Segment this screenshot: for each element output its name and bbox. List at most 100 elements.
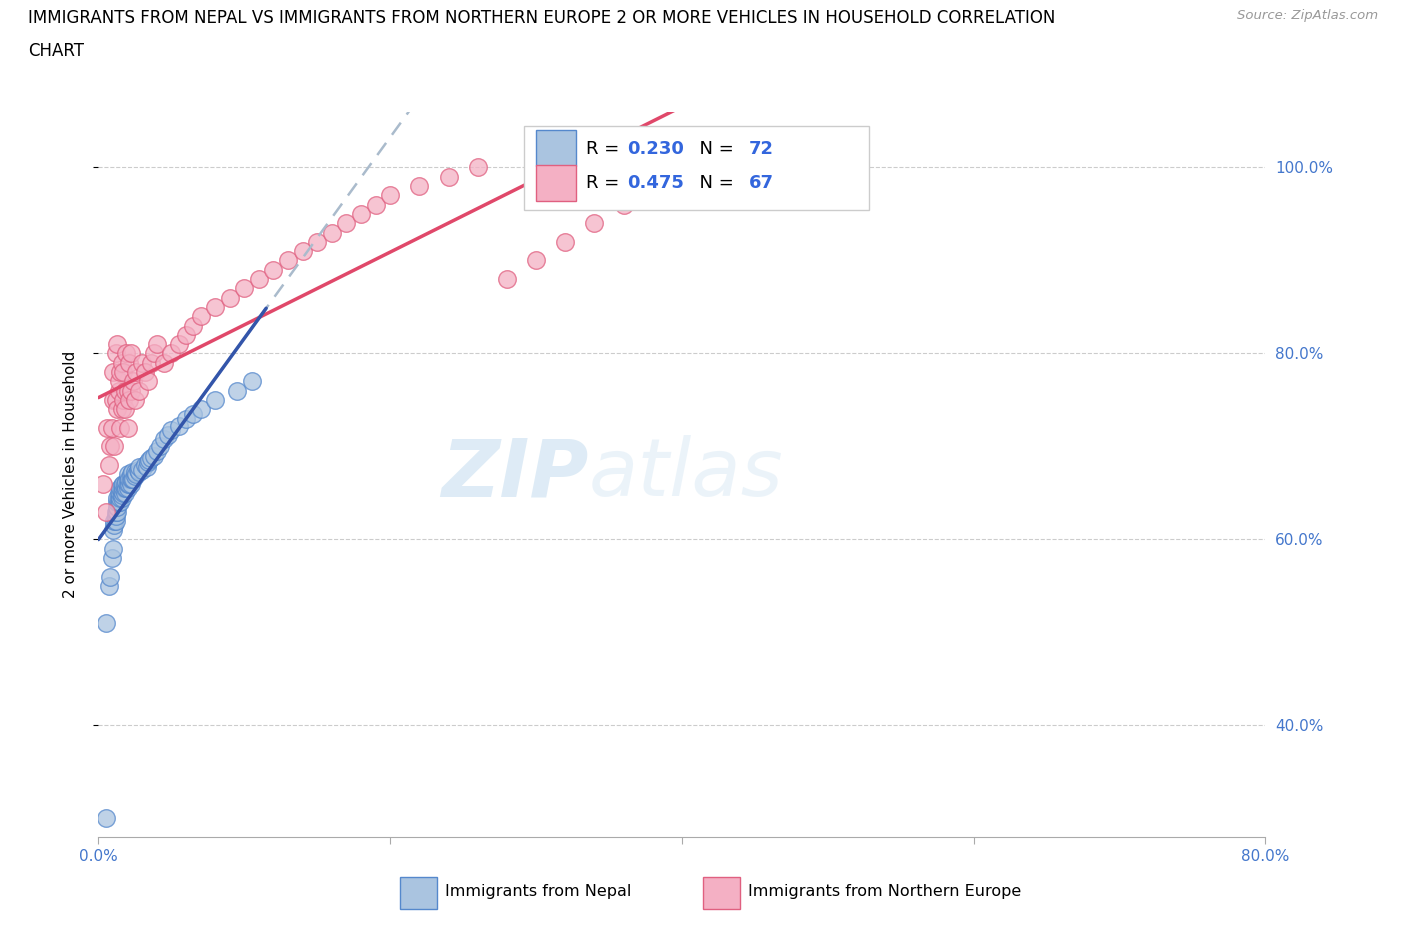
Text: Source: ZipAtlas.com: Source: ZipAtlas.com — [1237, 9, 1378, 22]
Point — [120, 472, 142, 486]
Point — [115, 346, 138, 361]
Point — [146, 444, 169, 458]
Point — [136, 455, 159, 470]
Point — [112, 365, 135, 379]
Point — [335, 216, 357, 231]
Point — [112, 392, 135, 407]
Point — [124, 392, 146, 407]
Point — [114, 402, 136, 417]
Point — [153, 432, 176, 446]
Point — [122, 374, 145, 389]
Point — [378, 188, 402, 203]
Point — [103, 439, 125, 454]
Point — [135, 459, 157, 474]
Point — [128, 383, 150, 398]
Point — [124, 469, 146, 484]
Point — [138, 453, 160, 468]
Point — [125, 365, 148, 379]
Point — [226, 383, 249, 398]
Point — [114, 383, 136, 398]
Text: R =: R = — [586, 175, 626, 193]
Point — [204, 299, 226, 314]
Point — [101, 541, 124, 556]
Point — [94, 811, 117, 826]
Point — [100, 551, 122, 565]
Point — [111, 355, 134, 370]
Point — [100, 420, 122, 435]
Point — [103, 513, 125, 528]
Point — [149, 439, 172, 454]
Point — [117, 467, 139, 482]
Point — [108, 383, 131, 398]
Point — [112, 481, 135, 496]
Point — [554, 234, 576, 249]
Point — [115, 481, 138, 496]
Point — [111, 484, 134, 498]
Point — [118, 392, 141, 407]
Point — [117, 383, 139, 398]
FancyBboxPatch shape — [703, 877, 741, 909]
Text: 67: 67 — [748, 175, 773, 193]
Point — [111, 402, 134, 417]
Point — [104, 392, 127, 407]
Point — [307, 234, 329, 249]
Point — [118, 355, 141, 370]
Point — [174, 327, 197, 342]
Point — [112, 476, 135, 491]
Point — [120, 476, 142, 491]
Point — [94, 616, 117, 631]
Point — [128, 465, 150, 480]
Text: Immigrants from Northern Europe: Immigrants from Northern Europe — [748, 884, 1022, 899]
Text: R =: R = — [586, 140, 626, 157]
Point — [160, 346, 183, 361]
Point — [105, 402, 128, 417]
Point — [121, 465, 143, 480]
Point — [233, 281, 256, 296]
FancyBboxPatch shape — [536, 166, 575, 201]
Point — [120, 383, 142, 398]
Point — [117, 481, 139, 496]
Point — [240, 374, 263, 389]
Point — [291, 244, 314, 259]
Text: N =: N = — [688, 175, 740, 193]
Point — [97, 458, 120, 472]
Point — [98, 439, 121, 454]
Point — [321, 225, 343, 240]
Point — [134, 458, 156, 472]
Point — [104, 504, 127, 519]
Point — [350, 206, 373, 221]
Point — [437, 169, 460, 184]
Point — [139, 355, 162, 370]
Point — [125, 467, 148, 482]
Point — [110, 485, 132, 500]
Point — [181, 406, 204, 421]
Point — [181, 318, 204, 333]
Point — [114, 485, 136, 500]
Text: ZIP: ZIP — [441, 435, 589, 513]
Text: IMMIGRANTS FROM NEPAL VS IMMIGRANTS FROM NORTHERN EUROPE 2 OR MORE VEHICLES IN H: IMMIGRANTS FROM NEPAL VS IMMIGRANTS FROM… — [28, 9, 1056, 27]
Point — [190, 309, 212, 324]
Point — [120, 467, 142, 482]
Point — [157, 428, 180, 443]
Point — [110, 490, 132, 505]
Point — [114, 481, 136, 496]
Point — [108, 374, 131, 389]
Point — [262, 262, 284, 277]
Point — [124, 465, 146, 480]
Text: atlas: atlas — [589, 435, 783, 513]
Point — [118, 476, 141, 491]
Point — [111, 490, 134, 505]
Text: N =: N = — [688, 140, 740, 157]
Point — [167, 337, 190, 352]
Point — [117, 420, 139, 435]
FancyBboxPatch shape — [524, 126, 869, 209]
Point — [364, 197, 387, 212]
Text: CHART: CHART — [28, 42, 84, 60]
Point — [108, 485, 131, 500]
Point — [167, 418, 190, 433]
Point — [104, 346, 127, 361]
Point — [103, 518, 125, 533]
Point — [101, 365, 124, 379]
Point — [105, 490, 128, 505]
Point — [101, 392, 124, 407]
